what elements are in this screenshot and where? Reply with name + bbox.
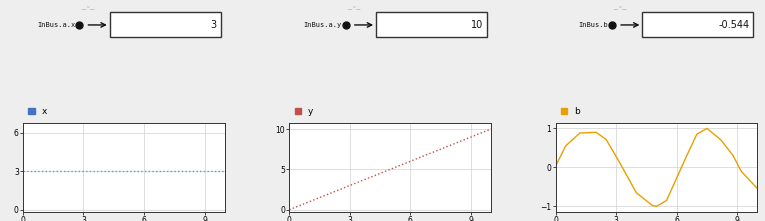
Text: ~˜~: ~˜~ bbox=[80, 7, 95, 13]
Bar bbox=[109, 12, 220, 37]
Text: InBus.a.y: InBus.a.y bbox=[304, 22, 342, 28]
Text: 10: 10 bbox=[470, 20, 483, 30]
Legend: x: x bbox=[28, 106, 48, 117]
Text: ~˜~: ~˜~ bbox=[613, 7, 628, 13]
Text: ~˜~: ~˜~ bbox=[347, 7, 361, 13]
Text: 3: 3 bbox=[210, 20, 216, 30]
Legend: b: b bbox=[560, 106, 581, 117]
Bar bbox=[643, 12, 754, 37]
Text: InBus.b: InBus.b bbox=[578, 22, 608, 28]
Text: -0.544: -0.544 bbox=[718, 20, 749, 30]
Legend: y: y bbox=[294, 106, 314, 117]
Text: InBus.a.x: InBus.a.x bbox=[37, 22, 76, 28]
Bar bbox=[376, 12, 487, 37]
